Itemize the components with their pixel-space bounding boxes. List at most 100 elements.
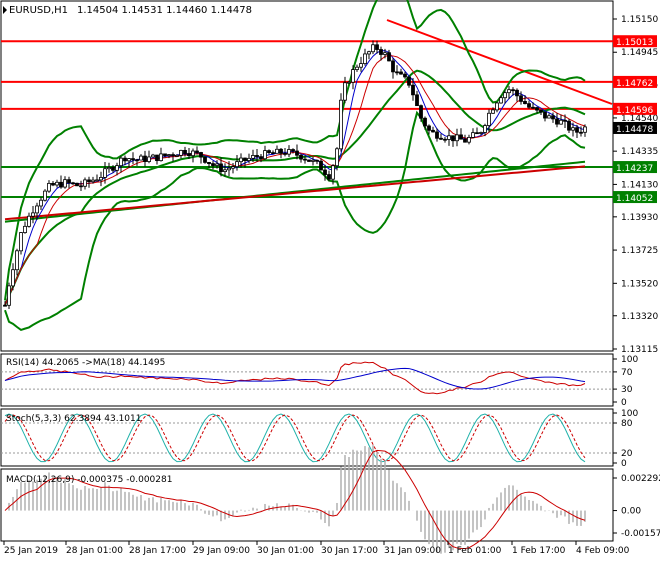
candle-body — [127, 158, 131, 162]
candle-body — [95, 179, 99, 182]
candle — [583, 124, 587, 137]
candle-body — [231, 166, 235, 169]
candle-body — [19, 232, 23, 252]
x-tick-label: 30 Jan 17:00 — [321, 546, 378, 556]
candle-body — [227, 167, 231, 171]
candle-body — [259, 156, 263, 160]
candle — [211, 160, 215, 170]
candle-body — [243, 157, 247, 161]
candle-body — [419, 105, 423, 119]
symbol-label: EURUSD,H1 — [9, 5, 68, 16]
candle-body — [459, 134, 463, 140]
candle-body — [71, 182, 75, 185]
candle — [307, 159, 311, 162]
candle-body — [319, 160, 323, 171]
y-tick-label: 1.13115 — [621, 345, 658, 355]
y-tick-label: 1.14540 — [621, 114, 658, 124]
level-price-tag — [613, 35, 657, 48]
candle — [443, 136, 447, 143]
candle — [107, 162, 111, 173]
candle-body — [99, 177, 103, 181]
candle-body — [531, 106, 535, 109]
candle-body — [167, 154, 171, 156]
collapse-arrow-icon[interactable] — [3, 6, 7, 14]
rsi-tick-label: 100 — [621, 355, 638, 365]
candle-body — [171, 154, 175, 157]
candle-body — [191, 150, 195, 157]
candle-body — [115, 165, 119, 171]
candle-body — [503, 92, 507, 99]
candle-body — [3, 304, 7, 307]
candle-body — [63, 179, 67, 188]
candle-body — [363, 53, 367, 65]
candle-body — [395, 71, 399, 74]
rsi-tick-label: 70 — [621, 368, 633, 378]
candle — [347, 80, 351, 84]
candle — [535, 106, 539, 114]
candle — [579, 126, 583, 137]
candle-body — [267, 150, 271, 154]
candle — [11, 263, 15, 291]
y-tick-label: 1.15150 — [621, 15, 658, 25]
candle — [391, 58, 395, 79]
candle — [159, 147, 163, 162]
candle — [255, 149, 259, 162]
candle-body — [15, 250, 19, 271]
candle — [387, 49, 391, 62]
candle-body — [347, 81, 351, 84]
candle-body — [471, 132, 475, 138]
candle — [487, 109, 491, 133]
candle — [203, 156, 207, 164]
candle — [559, 114, 563, 125]
y-tick-label: 1.14945 — [621, 48, 658, 58]
macd-signal-line — [4, 449, 586, 550]
candle — [375, 40, 379, 54]
main-panel[interactable] — [0, 0, 614, 352]
candle — [543, 111, 547, 122]
candle — [379, 46, 383, 61]
candle-body — [515, 89, 519, 97]
level-price-tag — [613, 102, 657, 115]
candle — [243, 157, 247, 168]
ma-slow-red — [4, 165, 586, 221]
candle-body — [351, 69, 355, 83]
candle-body — [483, 125, 487, 133]
candle — [235, 154, 239, 171]
candle — [359, 56, 363, 72]
candle — [103, 161, 107, 184]
candle — [183, 146, 187, 157]
candle — [539, 109, 543, 115]
candle-body — [55, 181, 59, 186]
candle-body — [435, 131, 439, 139]
candle-body — [551, 115, 555, 120]
candle — [427, 124, 431, 135]
candle-body — [439, 137, 443, 140]
candle — [455, 128, 459, 147]
candle — [111, 165, 115, 173]
candle — [79, 180, 83, 191]
candle — [131, 152, 135, 165]
bollinger-lower-band — [4, 110, 586, 331]
candle-body — [511, 89, 515, 92]
candle — [335, 147, 339, 171]
x-tick-label: 1 Feb 01:00 — [448, 546, 502, 556]
candle-body — [355, 66, 359, 70]
candle — [283, 147, 287, 157]
candle-body — [211, 163, 215, 166]
candle-body — [143, 155, 147, 162]
candle — [163, 153, 167, 158]
candle-body — [271, 152, 275, 155]
stoch-signal-line — [4, 414, 586, 462]
macd-layer — [4, 445, 586, 554]
candle — [267, 149, 271, 155]
candle-body — [79, 185, 83, 188]
candle — [423, 116, 427, 130]
stoch-label: Stoch(5,3,3) 62.3894 43.1011 — [6, 414, 141, 424]
candle-body — [367, 51, 371, 55]
candle-body — [59, 181, 63, 188]
candle-body — [523, 101, 527, 105]
macd-panel[interactable] — [0, 468, 614, 542]
stoch-layer — [1, 413, 613, 463]
candle — [47, 180, 51, 193]
